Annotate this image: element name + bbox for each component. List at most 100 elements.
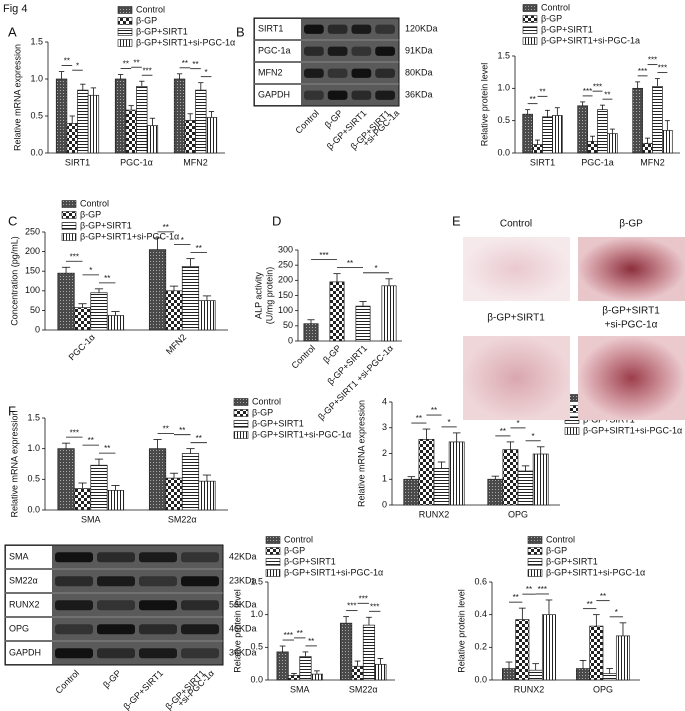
legend-label: β-GP+SIRT1+si-PGC-1α: [284, 567, 383, 577]
blot-size-label: 23KDa: [229, 575, 257, 585]
x-tick-label: MFN2: [640, 157, 665, 167]
significance-label: **: [123, 60, 129, 69]
bar: [652, 86, 663, 154]
micrograph-label: β-GP+SIRT1: [602, 306, 660, 317]
x-tick-label: RUNX2: [419, 509, 450, 519]
legend-label: β-GP: [252, 407, 273, 417]
bar: [287, 675, 301, 681]
bar: [173, 78, 186, 154]
bar: [73, 307, 92, 331]
significance-label: *: [615, 608, 618, 617]
micrograph: [578, 336, 685, 420]
bar: [528, 669, 543, 681]
bar: [57, 272, 75, 331]
blot-row-label: OPG: [9, 623, 29, 633]
legend-swatch: [522, 37, 538, 45]
bar: [418, 438, 435, 506]
y-tick-label: 0: [35, 324, 40, 334]
blot-name-box: [6, 642, 52, 664]
x-tick-label: OPG: [508, 509, 528, 519]
y-tick-label: 100: [25, 285, 40, 295]
blot-band: [139, 624, 177, 635]
y-tick-label: 1.0: [497, 83, 510, 93]
y-tick-label: 1.5: [27, 412, 40, 422]
bar: [355, 305, 371, 342]
blot-band: [97, 600, 135, 611]
panel-label: A: [8, 24, 17, 39]
significance-label: **: [133, 58, 139, 67]
blot-band: [181, 576, 219, 587]
legend-swatch: [117, 17, 133, 25]
blot-band: [304, 68, 324, 78]
legend-label: β-GP+SIRT1: [80, 220, 132, 230]
lane-label: Control: [293, 108, 321, 136]
legend-swatch: [233, 409, 249, 417]
micrograph: [463, 237, 570, 301]
bar: [55, 78, 68, 154]
bar: [205, 117, 218, 154]
legend-label: β-GP+SIRT1: [136, 26, 188, 36]
bar: [165, 290, 183, 331]
bar: [77, 89, 89, 154]
legend-swatch: [61, 233, 77, 241]
legend-swatch: [527, 547, 543, 555]
y-tick-label: 0.0: [27, 504, 40, 514]
blot-band: [55, 552, 93, 563]
significance-label: *: [532, 432, 535, 441]
significance-label: ***: [347, 602, 356, 611]
blot-row-label: SMA: [9, 551, 29, 561]
blot-band: [55, 576, 93, 587]
blot-size-label: 36KDa: [405, 89, 433, 99]
significance-label: *: [76, 61, 79, 70]
bar: [587, 141, 598, 154]
blot-band: [327, 68, 348, 78]
y-tick-label: 2: [382, 448, 387, 458]
y-axis-label: Relative mRNA expression: [12, 44, 22, 151]
panel-label: D: [272, 213, 281, 228]
blot-band: [55, 648, 93, 659]
bar: [299, 656, 312, 681]
bar: [184, 120, 196, 154]
significance-label: **: [526, 585, 532, 594]
blot-name-box: [6, 570, 52, 592]
bar: [148, 249, 167, 331]
x-tick-label: SIRT1: [65, 157, 90, 167]
micrograph: [463, 336, 570, 420]
x-tick-label: SMA: [81, 514, 101, 524]
x-tick-label: RUNX2: [514, 684, 545, 694]
bar: [403, 478, 420, 506]
blot-band: [139, 648, 177, 659]
bar: [662, 130, 673, 154]
blot-band: [375, 24, 395, 34]
legend-label: Control: [80, 198, 109, 208]
blot-band: [351, 24, 372, 34]
blot-row-label: RUNX2: [9, 599, 40, 609]
bar: [303, 323, 319, 342]
micrograph-label: β-GP: [619, 219, 643, 230]
legend-swatch: [117, 39, 133, 47]
x-tick-label: PGC-1α: [67, 332, 97, 362]
legend-label: β-GP+SIRT1+si-PGC-1α: [583, 425, 682, 435]
bar: [433, 468, 450, 506]
x-tick-label: SM22α: [168, 514, 197, 524]
legend-swatch: [522, 4, 538, 12]
significance-label: **: [604, 90, 610, 99]
x-tick-label: SM22α: [349, 684, 378, 694]
micrograph: [578, 237, 685, 301]
y-axis-label: Relative protein level: [232, 589, 242, 673]
bar: [502, 449, 519, 506]
legend-swatch: [522, 26, 538, 34]
legend-swatch: [117, 28, 133, 36]
legend-swatch: [233, 431, 249, 439]
significance-label: **: [529, 95, 535, 104]
bar: [329, 281, 345, 342]
significance-label: *: [205, 68, 208, 77]
bar: [106, 490, 125, 511]
y-tick-label: 100: [278, 305, 293, 315]
bar: [148, 448, 167, 511]
significance-label: **: [192, 60, 198, 69]
blot-band: [327, 46, 348, 56]
y-tick-label: 0.0: [30, 147, 43, 157]
significance-label: **: [179, 426, 185, 435]
blot-band: [351, 90, 372, 100]
